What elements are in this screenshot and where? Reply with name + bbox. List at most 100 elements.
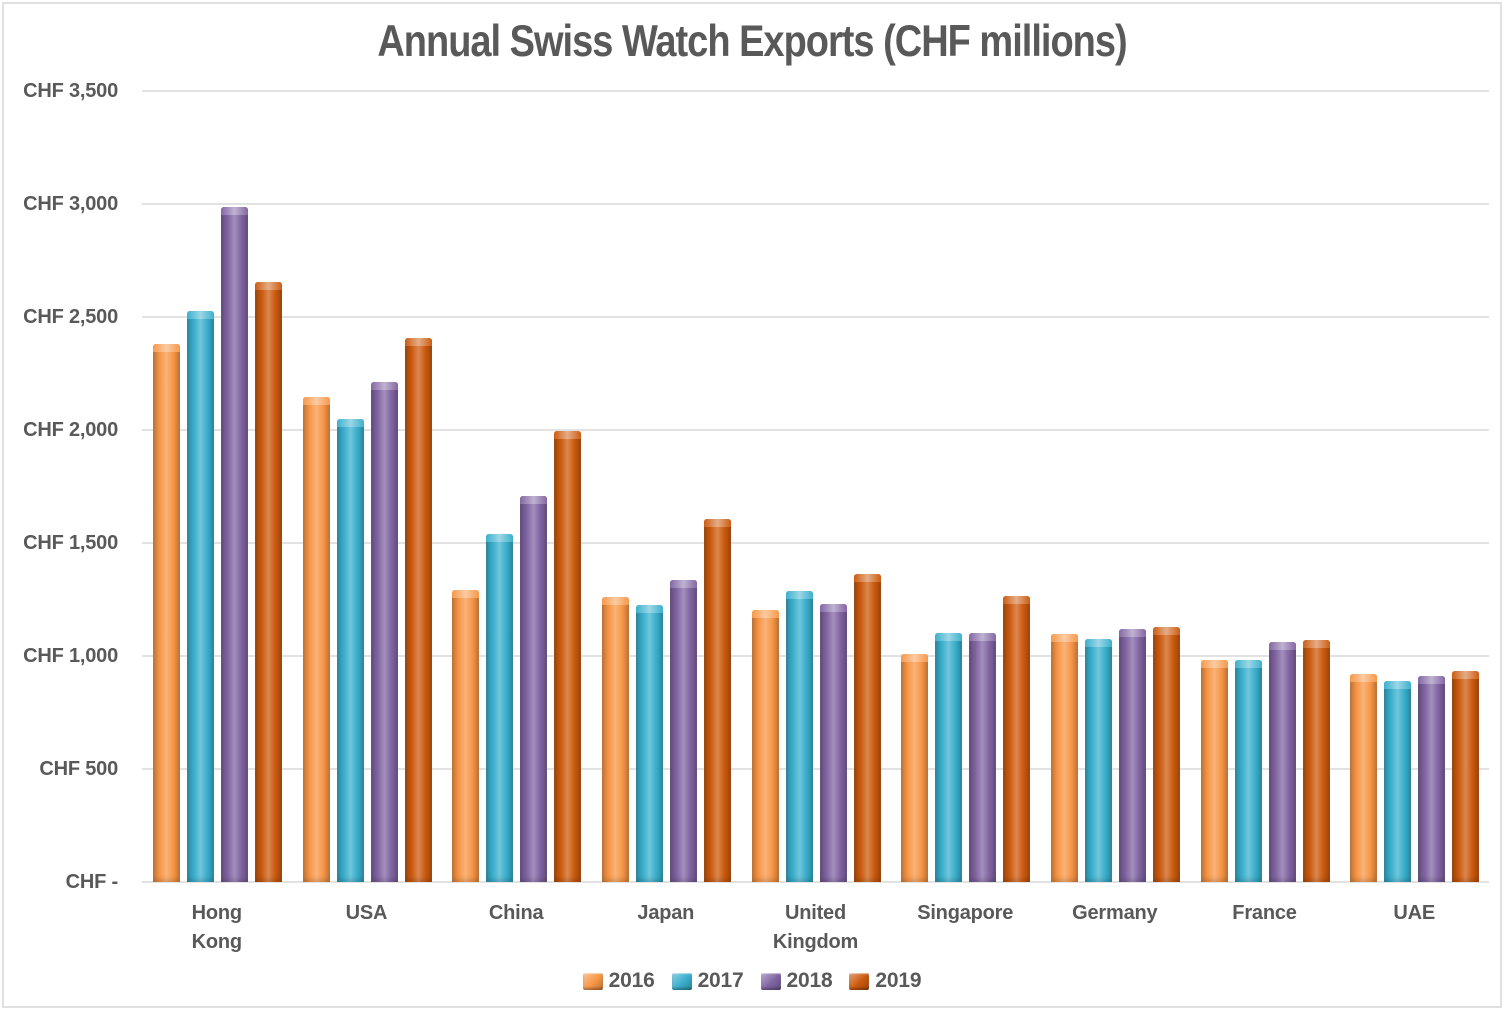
bar-usa-2018 [370,382,398,882]
bar-uae-2018 [1418,676,1446,882]
category-label-line: China [488,902,544,924]
bar-top-bevel [935,633,963,642]
bar-usa-2017 [336,418,364,882]
bar-hong-kong-2017 [187,311,214,882]
category-label-line: United [784,902,847,924]
category-label-line: France [1232,902,1297,924]
bar-top-bevel [452,589,480,598]
bar-top-bevel [853,573,881,582]
category-label-line: UAE [1393,902,1435,924]
bar-top-bevel [1234,660,1262,669]
bar-singapore-2018 [969,632,997,882]
bar-japan-2016 [602,596,629,882]
legend-label-2019: 2019 [875,969,922,992]
bar-united-kingdom-2018 [819,603,847,882]
gridline-1500 [142,542,1489,544]
bar-uae-2019 [1452,671,1480,882]
chart-title: Annual Swiss Watch Exports (CHF millions… [377,17,1127,67]
category-label-line: Kingdom [772,931,859,953]
bar-top-bevel [1003,595,1031,604]
category-label-line: Japan [637,902,695,924]
bar-singapore-2017 [935,633,963,882]
bar-top-bevel [1051,633,1078,642]
bar-top-bevel [704,519,731,528]
legend-marker-2018 [760,972,781,990]
bar-united-kingdom-2019 [853,573,881,882]
y-axis-tick-label-3500: CHF 3,500 [23,80,118,102]
bar-france-2017 [1234,660,1262,882]
bar-top-bevel [1452,671,1480,680]
bar-top-bevel [1418,676,1446,685]
bar-top-bevel [901,653,929,662]
gridline-2500 [142,316,1489,318]
bar-japan-2019 [704,519,731,882]
legend-label-2018: 2018 [786,969,833,992]
bar-top-bevel [370,382,398,391]
y-axis-tick-label-3000: CHF 3,000 [23,193,118,215]
bar-top-bevel [153,343,180,352]
bar-united-kingdom-2016 [751,609,779,882]
bar-top-bevel [486,534,514,543]
bar-top-bevel [636,605,663,614]
bar-top-bevel [187,311,214,320]
legend-item-2016: 2016 [582,969,655,993]
bar-top-bevel [1302,639,1330,648]
bar-top-bevel [819,603,847,612]
x-axis-category-label-usa: USA [292,899,442,928]
category-label-line: Singapore [917,902,1014,924]
bar-top-bevel [520,495,548,504]
legend-item-2018: 2018 [760,969,833,993]
legend-label-2016: 2016 [608,969,655,992]
bar-top-bevel [1384,680,1412,689]
x-axis-category-label-uae: UAE [1339,899,1489,928]
legend-item-2017: 2017 [671,969,744,993]
bar-top-bevel [1085,638,1112,647]
bar-hong-kong-2019 [255,281,282,882]
x-axis-category-label-japan: Japan [591,899,741,928]
gridline-2000 [142,429,1489,431]
bar-hong-kong-2018 [221,206,248,882]
gridline-0 [142,881,1489,883]
bar-france-2018 [1268,642,1296,882]
bar-china-2016 [452,589,480,882]
bar-france-2016 [1200,659,1228,882]
x-axis-category-label-china: China [441,899,591,928]
bar-france-2019 [1302,639,1330,882]
bar-united-kingdom-2017 [785,590,813,882]
bar-top-bevel [1119,628,1146,637]
bar-germany-2019 [1153,627,1180,882]
bar-top-bevel [1268,642,1296,650]
y-axis-tick-label-500: CHF 500 [39,758,118,780]
gridline-1000 [142,655,1489,657]
gridline-500 [142,768,1489,770]
bar-china-2017 [486,534,514,882]
legend: 2016 2017 2018 2019 [0,969,1504,993]
bar-germany-2016 [1051,633,1078,882]
y-axis-tick-label-1000: CHF 1,000 [23,645,118,667]
bar-top-bevel [1153,627,1180,636]
y-axis-tick-label-2000: CHF 2,000 [23,419,118,441]
x-axis-category-label-united-kingdom: United Kingdom [741,899,891,957]
bar-japan-2017 [636,605,663,882]
bar-china-2018 [520,495,548,882]
y-axis-tick-label-0: CHF - [65,871,119,893]
bar-top-bevel [336,418,364,427]
bar-top-bevel [302,397,330,405]
category-label-line: USA [345,902,388,924]
legend-item-2019: 2019 [849,969,922,993]
bar-germany-2017 [1085,638,1112,882]
y-axis-tick-label-2500: CHF 2,500 [23,306,118,328]
y-axis-tick-label-1500: CHF 1,500 [23,532,118,554]
bar-germany-2018 [1119,628,1146,882]
bar-top-bevel [670,579,697,588]
category-label-line: Hong [191,902,242,924]
x-axis-category-label-germany: Germany [1040,899,1190,928]
bar-uae-2017 [1384,680,1412,882]
bar-top-bevel [255,281,282,290]
bar-top-bevel [1200,659,1228,668]
bar-top-bevel [554,430,582,439]
gridline-3500 [142,90,1489,92]
bar-japan-2018 [670,579,697,882]
bar-uae-2016 [1350,673,1378,882]
